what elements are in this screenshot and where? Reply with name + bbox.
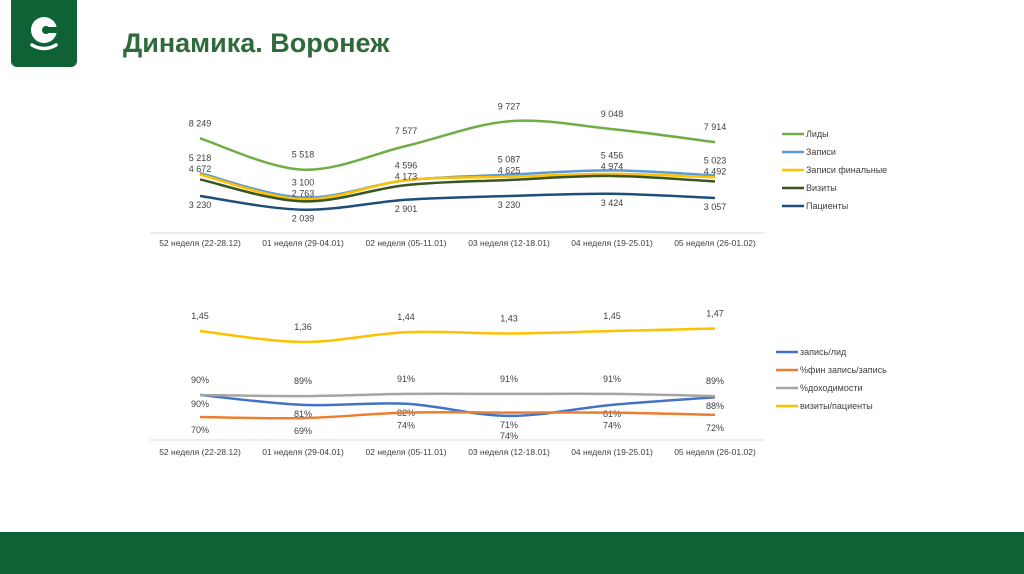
data-label: 4 974 (601, 161, 624, 171)
data-label: 1,45 (191, 311, 209, 321)
series-line-2 (199, 392, 716, 398)
x-tick-label: 01 неделя (29-04.01) (262, 238, 344, 248)
data-label: 81% (603, 409, 621, 419)
data-label: 1,36 (294, 322, 312, 332)
legend-entry: %доходимости (800, 383, 863, 393)
data-label: 81% (294, 409, 312, 419)
legend-entry: Лиды (806, 129, 829, 139)
data-label: 1,44 (397, 312, 415, 322)
data-label: 2 763 (292, 188, 315, 198)
data-label: 4 596 (395, 160, 418, 170)
data-label: 91% (397, 374, 415, 384)
data-label: 74% (397, 421, 415, 431)
logo-icon (30, 17, 58, 51)
x-tick-label: 52 неделя (22-28.12) (159, 238, 241, 248)
data-label: 5 456 (601, 150, 624, 160)
data-label: 2 901 (395, 204, 418, 214)
data-label: 4 672 (189, 164, 212, 174)
data-label: 3 057 (704, 202, 727, 212)
data-label: 3 230 (189, 200, 212, 210)
x-tick-label: 02 неделя (05-11.01) (366, 238, 447, 248)
data-label: 9 048 (601, 109, 624, 119)
data-label: 71% (500, 420, 518, 430)
legend-entry: Визиты (806, 183, 837, 193)
x-tick-label: 04 неделя (19-25.01) (571, 238, 653, 248)
series-line-0 (199, 119, 716, 171)
footer-bar (0, 532, 1024, 574)
data-label: 3 424 (601, 198, 624, 208)
x-tick-label: 03 неделя (12-18.01) (468, 238, 550, 248)
series-line-3 (199, 327, 716, 344)
data-label: 8 249 (189, 118, 212, 128)
x-tick-label: 02 неделя (05-11.01) (366, 447, 447, 457)
legend-entry: Пациенты (806, 201, 848, 211)
data-label: 3 230 (498, 200, 521, 210)
sheep-c-logo (11, 0, 77, 67)
data-label: 69% (294, 426, 312, 436)
data-label: 88% (706, 401, 724, 411)
data-label: 74% (603, 421, 621, 431)
x-tick-label: 05 неделя (26-01.02) (674, 238, 756, 248)
legend-entry: Записи финальные (806, 165, 887, 175)
data-label: 4 625 (498, 166, 521, 176)
charts-area: 52 неделя (22-28.12) 01 неделя (29-04.01)… (150, 101, 887, 457)
data-label: 9 727 (498, 101, 521, 111)
series-line-3 (199, 174, 716, 203)
x-tick-label: 05 неделя (26-01.02) (674, 447, 756, 457)
data-label: 4 173 (395, 171, 418, 181)
data-label: 4 492 (704, 166, 727, 176)
data-label: 1,43 (500, 313, 518, 323)
series-line-4 (199, 192, 716, 211)
data-label: 89% (706, 376, 724, 386)
series-line-1 (199, 410, 716, 420)
legend-entry: визиты/пациенты (800, 401, 873, 411)
data-label: 72% (706, 423, 724, 433)
x-tick-label: 03 неделя (12-18.01) (468, 447, 550, 457)
data-label: 90% (191, 375, 209, 385)
data-label: 91% (603, 374, 621, 384)
data-label: 2 039 (292, 214, 315, 224)
legend-entry: %фин запись/запись (800, 365, 887, 375)
data-label: 74% (500, 431, 518, 441)
series-line-2 (199, 172, 716, 201)
data-label: 5 087 (498, 155, 521, 165)
data-label: 1,47 (706, 309, 724, 319)
series-line-0 (199, 393, 716, 418)
page-title: Динамика. Воронеж (123, 28, 390, 58)
x-tick-label: 04 неделя (19-25.01) (571, 447, 653, 457)
data-label: 91% (500, 374, 518, 384)
x-tick-label: 01 неделя (29-04.01) (262, 447, 344, 457)
data-label: 3 100 (292, 177, 315, 187)
data-label: 5 218 (189, 153, 212, 163)
legend-entry: запись/лид (800, 347, 847, 357)
data-label: 5 518 (292, 150, 315, 160)
data-label: 7 577 (395, 126, 418, 136)
data-label: 5 023 (704, 155, 727, 165)
data-label: 70% (191, 425, 209, 435)
x-tick-label: 52 неделя (22-28.12) (159, 447, 241, 457)
data-label: 90% (191, 399, 209, 409)
data-label: 7 914 (704, 122, 727, 132)
data-label: 1,45 (603, 311, 621, 321)
legend-entry: Записи (806, 147, 836, 157)
data-label: 89% (294, 376, 312, 386)
